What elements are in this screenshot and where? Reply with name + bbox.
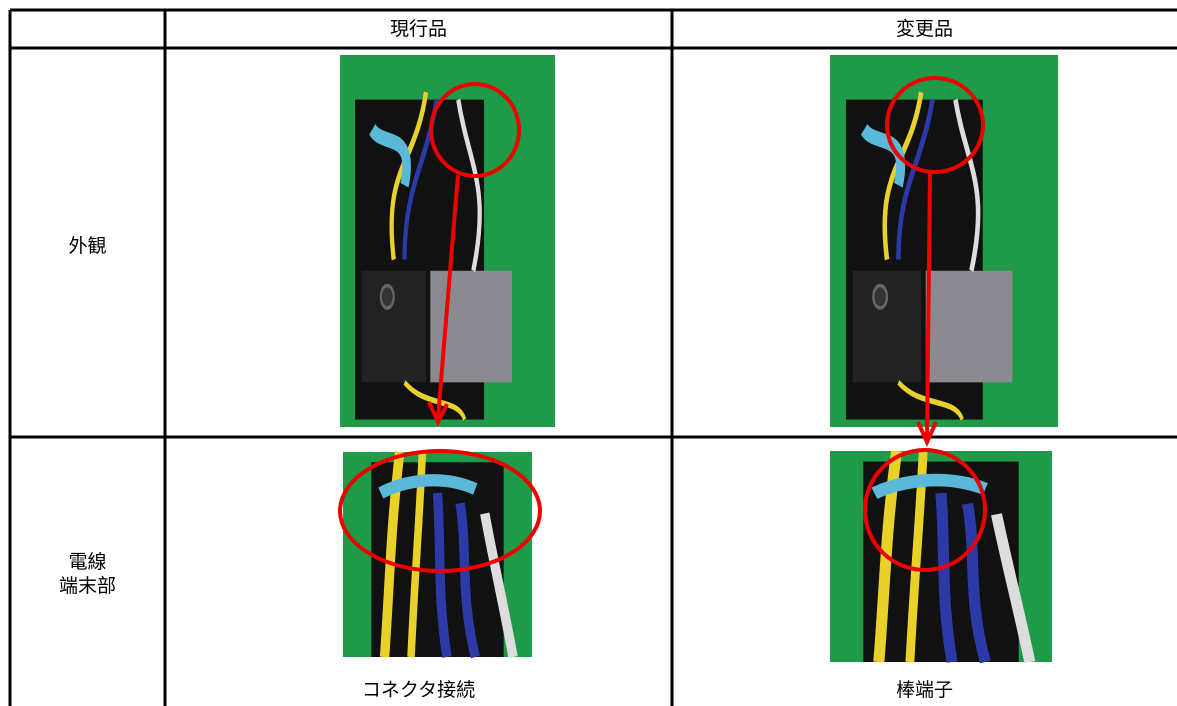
- photo: [830, 55, 1058, 427]
- arrows: [427, 171, 938, 447]
- table-lines: [8, 8, 1177, 706]
- photo: [340, 55, 555, 427]
- row-label-line: 外観: [68, 235, 107, 257]
- header-cell: 変更品: [895, 18, 953, 40]
- caption: コネクタ接続: [361, 679, 476, 701]
- photo: [830, 451, 1052, 662]
- row-label: 電線 端末部: [10, 550, 165, 598]
- row-label-line: 電線: [68, 551, 107, 573]
- header-cell: 現行品: [389, 18, 447, 40]
- highlight-circles: [338, 76, 987, 573]
- row-label: 外観: [10, 234, 165, 258]
- caption: 棒端子: [895, 679, 953, 701]
- row-label-line: 端末部: [58, 575, 116, 597]
